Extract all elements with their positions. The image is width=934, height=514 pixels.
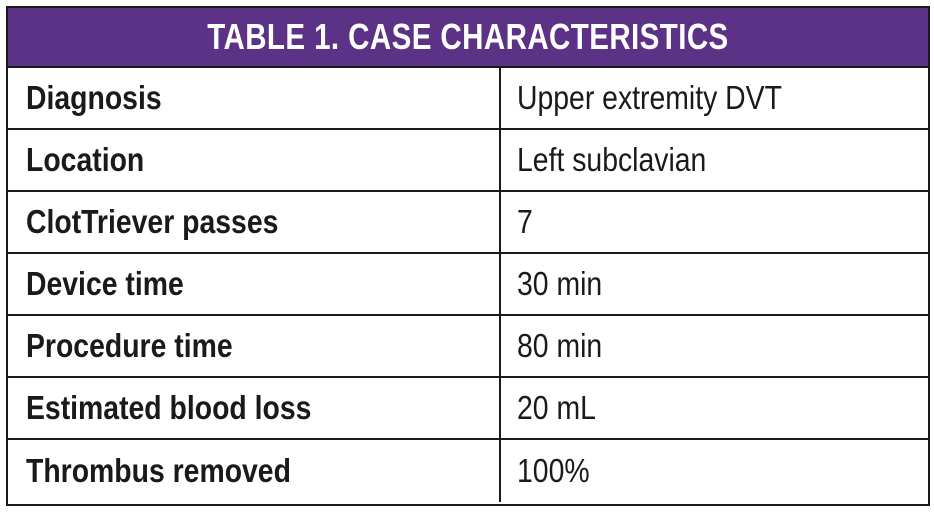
row-label: Device time	[8, 254, 501, 314]
row-value: 30 min	[517, 265, 603, 302]
row-value: Upper extremity DVT	[517, 79, 782, 116]
table-row-diagnosis: Diagnosis Upper extremity DVT	[8, 68, 928, 130]
row-label: Procedure time	[8, 316, 501, 376]
row-value: 7	[517, 203, 533, 240]
table-row-device-time: Device time 30 min	[8, 254, 928, 316]
table-row-procedure-time: Procedure time 80 min	[8, 316, 928, 378]
row-label: Estimated blood loss	[8, 378, 501, 438]
row-label: Location	[8, 130, 501, 190]
row-label: ClotTriever passes	[8, 192, 501, 252]
row-label: Thrombus removed	[8, 440, 501, 502]
table-row-location: Location Left subclavian	[8, 130, 928, 192]
table-row-clottriever-passes: ClotTriever passes 7	[8, 192, 928, 254]
row-value: Left subclavian	[517, 141, 707, 178]
table-row-thrombus-removed: Thrombus removed 100%	[8, 440, 928, 502]
table-row-estimated-blood-loss: Estimated blood loss 20 mL	[8, 378, 928, 440]
row-value: 80 min	[517, 327, 603, 364]
table-header: TABLE 1. CASE CHARACTERISTICS	[8, 8, 928, 68]
table-title: TABLE 1. CASE CHARACTERISTICS	[207, 16, 729, 57]
case-characteristics-table: TABLE 1. CASE CHARACTERISTICS Diagnosis …	[6, 6, 930, 506]
row-value: 20 mL	[517, 389, 596, 426]
row-value: 100%	[517, 452, 590, 489]
row-label: Diagnosis	[8, 68, 501, 128]
